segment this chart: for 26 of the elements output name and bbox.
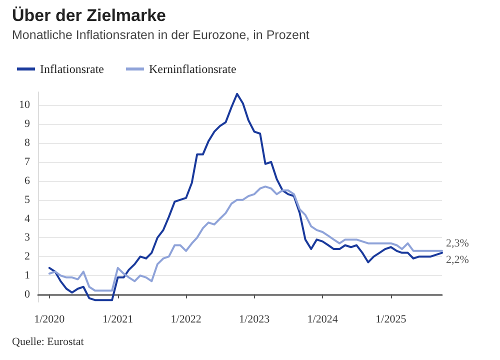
data-label: 2,2% <box>446 254 469 266</box>
line-series <box>48 92 443 302</box>
legend-label: Kerninflationsrate <box>148 62 236 76</box>
chart-title: Über der Zielmarke <box>12 6 166 26</box>
x-tick-label: 1/2024 <box>307 314 338 326</box>
y-tick-label: 10 <box>19 99 30 112</box>
y-tick-label: 7 <box>24 156 30 168</box>
y-tick-label: 2 <box>24 250 30 263</box>
y-tick-label: 0 <box>24 288 30 300</box>
y-tick-label: 6 <box>24 174 30 187</box>
x-tick-label: 1/2020 <box>34 314 66 326</box>
line-series <box>48 186 443 292</box>
y-tick-label: 9 <box>24 118 30 130</box>
data-label: 2,3% <box>446 238 469 250</box>
x-tick-label: 1/2021 <box>102 314 134 326</box>
legend-label: Inflationsrate <box>40 62 104 76</box>
x-tick-label: 1/2022 <box>170 314 202 326</box>
source-note: Quelle: Eurostat <box>12 336 84 348</box>
x-tick-label: 1/2023 <box>239 314 270 326</box>
y-tick-label: 8 <box>24 137 30 150</box>
x-tick-label: 1/2025 <box>376 314 407 326</box>
y-tick-label: 5 <box>24 194 30 206</box>
y-tick-label: 1 <box>24 270 30 282</box>
y-tick-label: 4 <box>24 212 30 225</box>
chart-subtitle: Monatliche Inflationsraten in der Eurozone, in Prozent <box>12 28 310 42</box>
y-tick-label: 3 <box>24 232 30 244</box>
